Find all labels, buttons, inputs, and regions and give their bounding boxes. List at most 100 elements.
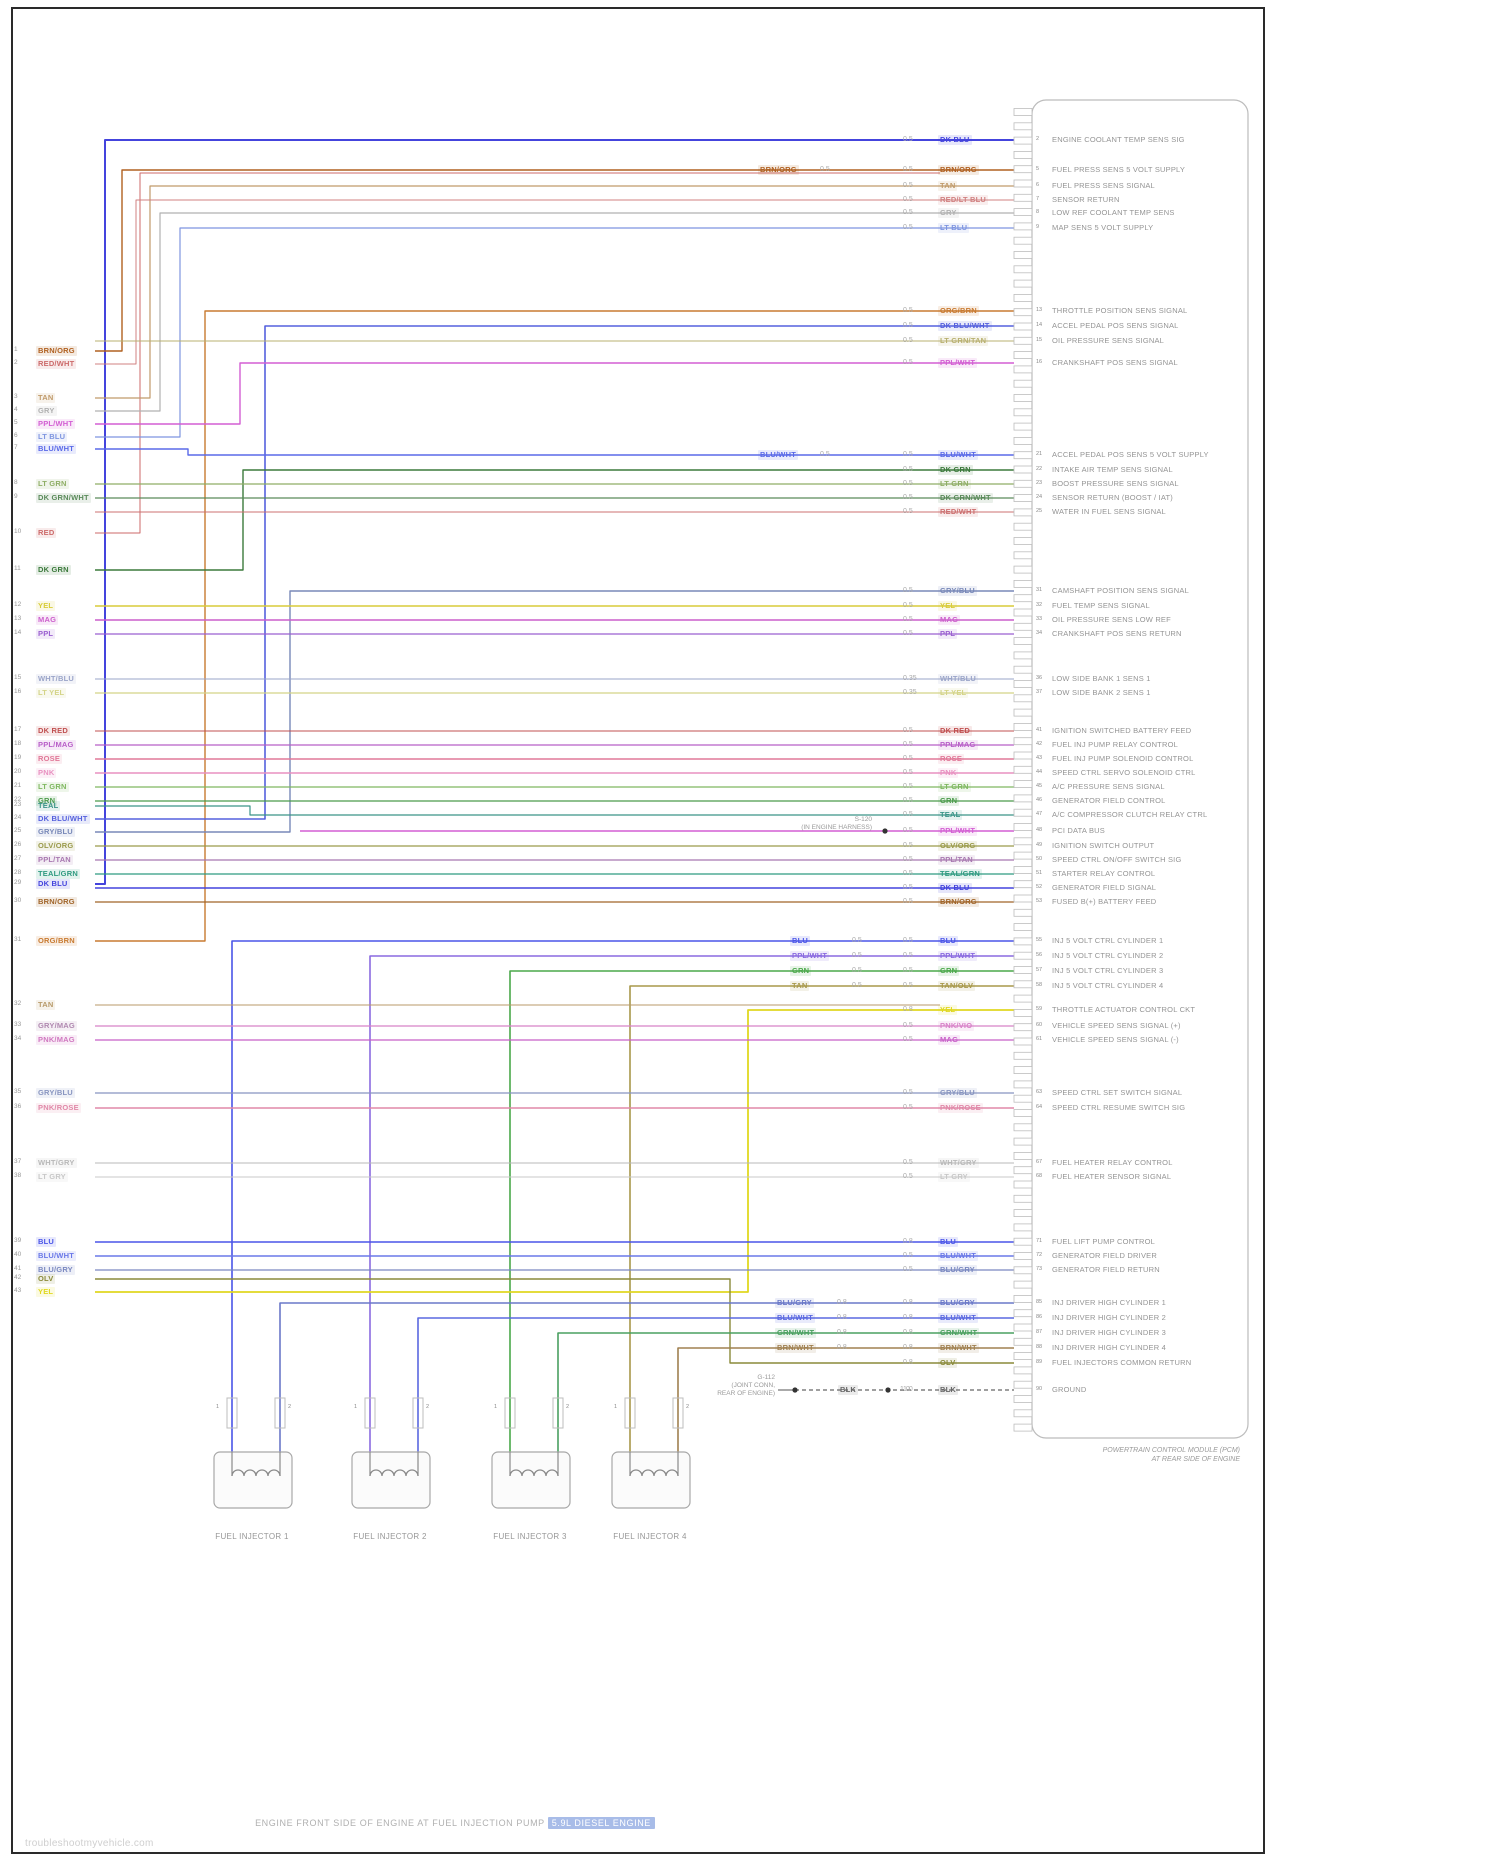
right-row-desc: FUEL PRESS SENS 5 VOLT SUPPLY <box>1052 165 1186 174</box>
right-row-pin: 16 <box>1036 359 1043 365</box>
right-row-desc: SENSOR RETURN (BOOST / IAT) <box>1052 493 1173 502</box>
connector-pin-tick <box>1013 994 1033 1003</box>
left-pin-code: YEL <box>36 1287 56 1297</box>
right-row-desc: SPEED CTRL RESUME SWITCH SIG <box>1052 1103 1186 1112</box>
connector-pin-tick <box>1013 1223 1033 1232</box>
connector-pin-tick <box>1013 422 1033 431</box>
left-pin-code: LT GRY <box>36 1172 68 1182</box>
wire <box>369 955 1014 1452</box>
connector-pin-tick <box>1013 508 1033 517</box>
right-row-code: BRN/ORG <box>938 165 979 175</box>
right-row-desc: SPEED CTRL SERVO SOLENOID CTRL <box>1052 768 1196 777</box>
connector-pin-tick <box>1013 780 1033 788</box>
right-row-pin: 48 <box>1036 827 1043 833</box>
left-pin-number: 19 <box>14 754 22 761</box>
left-pin-code: OLV <box>36 1274 56 1284</box>
right-row-pin: 8 <box>1036 209 1040 215</box>
connector-pin-tick <box>1013 1009 1033 1017</box>
connector-pin-tick <box>1013 1180 1033 1189</box>
left-pin-number: 30 <box>14 897 22 904</box>
left-pin-number: 39 <box>14 1237 22 1244</box>
right-row-code: WHT/BLU <box>938 674 978 684</box>
right-row-gauge: 0.5 <box>903 359 913 366</box>
ground-label: G-112 (JOINT CONN, REAR OF ENGINE) <box>690 1374 775 1398</box>
right-row-code: BLU <box>938 936 959 946</box>
right-row-pin: 5 <box>1036 166 1040 172</box>
left-pin-number: 20 <box>14 768 22 775</box>
right-row-pin: 33 <box>1036 616 1043 622</box>
wire <box>417 1317 1014 1452</box>
right-row-desc: FUSED B(+) BATTERY FEED <box>1052 897 1157 906</box>
connector-pin-tick <box>1013 336 1033 345</box>
connector-pin-tick <box>1013 236 1033 245</box>
connector-pin-tick <box>1013 880 1033 889</box>
splice-name: S-120 <box>854 816 872 823</box>
left-pin-code: GRY/MAG <box>36 1021 77 1031</box>
right-row-pin: 89 <box>1036 1359 1043 1365</box>
right-row-desc: INJ 5 VOLT CTRL CYLINDER 2 <box>1052 951 1164 960</box>
right-row-desc: THROTTLE POSITION SENS SIGNAL <box>1052 306 1188 315</box>
left-pin-number: 23 <box>14 801 22 808</box>
right-row-desc: OIL PRESSURE SENS LOW REF <box>1052 615 1171 624</box>
right-row-desc: LOW SIDE BANK 1 SENS 1 <box>1052 674 1151 683</box>
injector-pin-number: 2 <box>288 1404 292 1410</box>
right-row-code: DK RED <box>938 726 972 736</box>
right-row-gauge: 0.5 <box>903 982 913 989</box>
right-row-gauge: 0.5 <box>903 811 913 818</box>
right-row-code: GRN <box>938 796 960 806</box>
connector-pin-tick <box>1013 436 1033 445</box>
right-row-gauge: 0.8 <box>903 1359 913 1366</box>
inline-wire-label: BLU/GRY <box>775 1298 814 1308</box>
right-row-gauge: 0.5 <box>903 755 913 762</box>
left-pin-number: 10 <box>14 528 22 535</box>
right-row-code: ROSE <box>938 754 965 764</box>
right-row-pin: 55 <box>1036 937 1043 943</box>
right-row-gauge: 0.8 <box>903 1344 913 1351</box>
connector-pin-tick <box>1013 1323 1033 1332</box>
right-row-gauge: 0.5 <box>903 494 913 501</box>
left-pin-number: 2 <box>14 359 18 366</box>
left-pin-number: 4 <box>14 406 18 413</box>
connector-pin-tick <box>1013 1051 1033 1060</box>
connector-pin-tick <box>1013 1109 1033 1117</box>
right-row-pin: 14 <box>1036 322 1043 328</box>
right-row-pin: 6 <box>1036 182 1040 188</box>
right-row-desc: INJ DRIVER HIGH CYLINDER 4 <box>1052 1343 1166 1352</box>
connector-pin-tick <box>1013 1423 1033 1432</box>
wire <box>95 1278 1014 1364</box>
right-row-code: GRN/WHT <box>938 1328 980 1338</box>
right-row-pin: 86 <box>1036 1314 1043 1320</box>
right-row-code: MAG <box>938 615 961 625</box>
right-row-gauge: 0.5 <box>903 182 913 189</box>
connector-pin-tick <box>1013 1194 1033 1203</box>
right-row-gauge: 0.5 <box>903 224 913 231</box>
left-pin-code: LT BLU <box>36 432 68 442</box>
left-pin-number: 40 <box>14 1251 22 1258</box>
right-row-pin: 60 <box>1036 1022 1043 1028</box>
left-pin-code: DK BLU <box>36 879 70 889</box>
right-row-code: OLV/ORG <box>938 841 978 851</box>
connector-pin-tick <box>1013 308 1033 317</box>
connector-pin-tick <box>1013 923 1033 931</box>
right-row-code: PPL/TAN <box>938 855 975 865</box>
injector-connector-pin-box <box>504 1397 516 1429</box>
right-row-code: TAN <box>938 181 958 191</box>
right-row-gauge: 0.5 <box>903 630 913 637</box>
right-row-gauge: 0.5 <box>903 769 913 776</box>
right-row-pin: 58 <box>1036 982 1043 988</box>
connector-pin-tick <box>1013 622 1033 631</box>
right-row-pin: 25 <box>1036 508 1043 514</box>
left-pin-code: MAG <box>36 615 59 625</box>
connector-pin-tick <box>1013 465 1033 474</box>
right-row-desc: GENERATOR FIELD SIGNAL <box>1052 883 1157 892</box>
left-pin-number: 6 <box>14 432 18 439</box>
connector-pin-tick <box>1013 937 1033 946</box>
right-row-gauge: 0.5 <box>903 1022 913 1029</box>
right-row-pin: 50 <box>1036 856 1043 862</box>
left-pin-code: PPL/MAG <box>36 740 76 750</box>
right-row-desc: INJ 5 VOLT CTRL CYLINDER 4 <box>1052 981 1164 990</box>
left-pin-code: BRN/ORG <box>36 897 77 907</box>
left-pin-number: 27 <box>14 855 22 862</box>
left-pin-number: 37 <box>14 1158 22 1165</box>
right-row-gauge: 0.5 <box>903 741 913 748</box>
